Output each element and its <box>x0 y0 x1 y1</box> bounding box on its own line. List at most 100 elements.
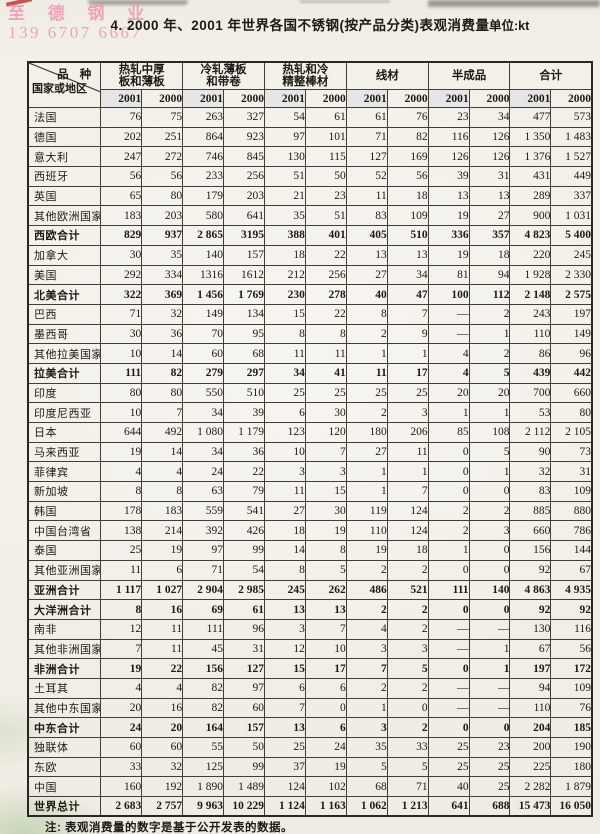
value-cell: 1 928 <box>509 264 552 286</box>
table-row: 日本 644 492 1 080 1 179 123 120 180 206 85 108 2 112… <box>27 422 593 443</box>
year-header-2000: 2000 <box>386 89 429 108</box>
value-cell: 25 <box>263 737 306 758</box>
value-cell: 1 <box>345 461 388 483</box>
group-header-cold-rolled-sheet: 冷轧薄板 和带卷 <box>182 61 265 90</box>
value-cell: 2 <box>386 559 429 581</box>
value-cell: 15 473 <box>509 796 552 817</box>
value-cell: 19 <box>100 441 143 463</box>
value-cell: 14 <box>141 343 184 364</box>
value-cell: 203 <box>141 205 184 227</box>
row-label: 大洋洲合计 <box>27 599 102 620</box>
group-line: 合计 <box>539 69 563 82</box>
value-cell: 1 <box>468 658 511 679</box>
value-cell: 71 <box>100 303 143 325</box>
value-cell: 3195 <box>223 225 265 246</box>
value-cell: 130 <box>509 618 552 640</box>
value-cell: 124 <box>386 500 429 522</box>
value-cell: 2 148 <box>509 284 552 305</box>
footnote: 注: 表观消费量的数字是基于公开发表的数据。 <box>45 822 294 834</box>
value-cell: 80 <box>141 185 184 207</box>
value-cell: 6 <box>263 402 306 423</box>
value-cell: 1 062 <box>345 796 388 817</box>
value-cell: 19 <box>100 658 143 679</box>
value-cell: 172 <box>550 658 593 679</box>
value-cell: 76 <box>100 107 143 128</box>
value-cell: 13 <box>386 244 429 266</box>
value-cell: 256 <box>304 264 347 286</box>
value-cell: 1 117 <box>100 579 143 601</box>
value-cell: 2 112 <box>509 422 552 443</box>
value-cell: 214 <box>141 520 184 542</box>
value-cell: 405 <box>345 225 388 246</box>
value-cell: 96 <box>223 618 265 640</box>
value-cell: 100 <box>427 284 470 305</box>
value-cell: 27 <box>345 441 388 463</box>
value-cell: 160 <box>100 776 143 798</box>
corner-cell: 品 种 国家或地区 <box>27 61 102 108</box>
value-cell: 40 <box>345 284 388 305</box>
value-cell: 34 <box>182 402 225 423</box>
value-cell: 641 <box>223 205 265 227</box>
value-cell: 439 <box>509 362 552 384</box>
value-cell: 0 <box>468 559 511 581</box>
value-cell: 60 <box>141 737 184 758</box>
value-cell: 50 <box>304 166 347 187</box>
value-cell: 50 <box>223 737 265 758</box>
value-cell: 79 <box>223 481 265 502</box>
unit-label: 单位:kt <box>489 19 530 33</box>
value-cell: 30 <box>100 323 143 345</box>
value-cell: 13 <box>263 599 306 620</box>
value-cell: 23 <box>304 185 347 207</box>
value-cell: 109 <box>550 481 593 502</box>
value-cell: 67 <box>550 559 593 581</box>
row-label: 韩国 <box>27 500 102 522</box>
value-cell: 1 527 <box>550 146 593 168</box>
value-cell: 116 <box>427 126 470 148</box>
value-cell: 23 <box>468 737 511 758</box>
value-cell: 297 <box>223 362 265 384</box>
value-cell: 2 <box>468 303 511 325</box>
value-cell: 16 050 <box>550 796 593 817</box>
value-cell: 200 <box>509 737 552 758</box>
value-cell: 1 <box>386 343 429 364</box>
value-cell: 12 <box>263 638 306 660</box>
row-label: 西欧合计 <box>27 225 102 246</box>
value-cell: 63 <box>182 481 225 502</box>
value-cell: 2 <box>386 618 429 640</box>
value-cell: 2 <box>345 599 388 620</box>
value-cell: 845 <box>223 146 265 168</box>
value-cell: 92 <box>550 599 593 620</box>
row-label: 巴西 <box>27 303 102 325</box>
value-cell: 35 <box>263 205 306 227</box>
table-row: 独联体 60 60 55 50 25 24 35 33 25 23 200 190 <box>27 737 593 758</box>
value-cell: 1 <box>468 638 511 660</box>
value-cell: 1 027 <box>141 579 184 601</box>
value-cell: 22 <box>304 244 347 266</box>
value-cell: 109 <box>550 677 593 699</box>
value-cell: 22 <box>141 658 184 679</box>
value-cell: 20 <box>100 697 143 719</box>
value-cell: 1 <box>427 402 470 423</box>
watermark-company: 至 德 钢 业 <box>8 4 154 23</box>
value-cell: 492 <box>141 422 184 443</box>
value-cell: 3 <box>304 461 347 483</box>
value-cell: 94 <box>509 677 552 699</box>
value-cell: 39 <box>223 402 265 423</box>
value-cell: 1 163 <box>304 796 347 817</box>
value-cell: 6 <box>304 717 347 738</box>
value-cell: 292 <box>100 264 143 286</box>
value-cell: — <box>468 618 511 640</box>
value-cell: 32 <box>141 756 184 778</box>
year-header-2001: 2001 <box>182 89 225 108</box>
value-cell: 442 <box>550 362 593 384</box>
value-cell: 245 <box>550 244 593 266</box>
table-row: 其他中东国家 20 16 82 60 7 0 1 0— —110 76 <box>27 697 593 719</box>
value-cell: 923 <box>223 126 265 148</box>
value-cell: 263 <box>182 107 225 128</box>
value-cell: 34 <box>263 362 306 384</box>
value-cell: 0 <box>427 658 470 679</box>
value-cell: 426 <box>223 520 265 542</box>
row-label: 亚洲合计 <box>27 579 102 601</box>
value-cell: 2 <box>427 500 470 522</box>
